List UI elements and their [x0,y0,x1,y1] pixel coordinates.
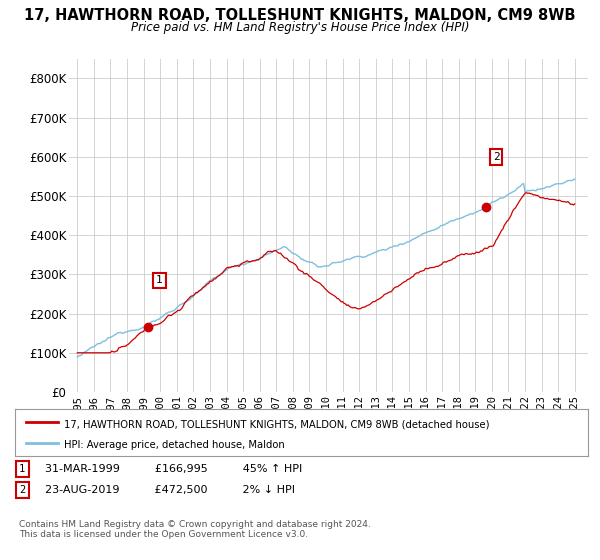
Text: 1: 1 [156,276,163,286]
Text: 2: 2 [19,485,25,495]
Text: 31-MAR-1999          £166,995          45% ↑ HPI: 31-MAR-1999 £166,995 45% ↑ HPI [45,464,302,474]
Text: 23-AUG-2019          £472,500          2% ↓ HPI: 23-AUG-2019 £472,500 2% ↓ HPI [45,485,295,495]
Text: 2: 2 [493,152,499,162]
Text: Contains HM Land Registry data © Crown copyright and database right 2024.
This d: Contains HM Land Registry data © Crown c… [19,520,371,539]
Text: 17, HAWTHORN ROAD, TOLLESHUNT KNIGHTS, MALDON, CM9 8WB: 17, HAWTHORN ROAD, TOLLESHUNT KNIGHTS, M… [24,8,576,24]
Text: HPI: Average price, detached house, Maldon: HPI: Average price, detached house, Mald… [64,440,284,450]
Text: 17, HAWTHORN ROAD, TOLLESHUNT KNIGHTS, MALDON, CM9 8WB (detached house): 17, HAWTHORN ROAD, TOLLESHUNT KNIGHTS, M… [64,419,489,429]
Text: Price paid vs. HM Land Registry's House Price Index (HPI): Price paid vs. HM Land Registry's House … [131,21,469,34]
Text: 1: 1 [19,464,25,474]
